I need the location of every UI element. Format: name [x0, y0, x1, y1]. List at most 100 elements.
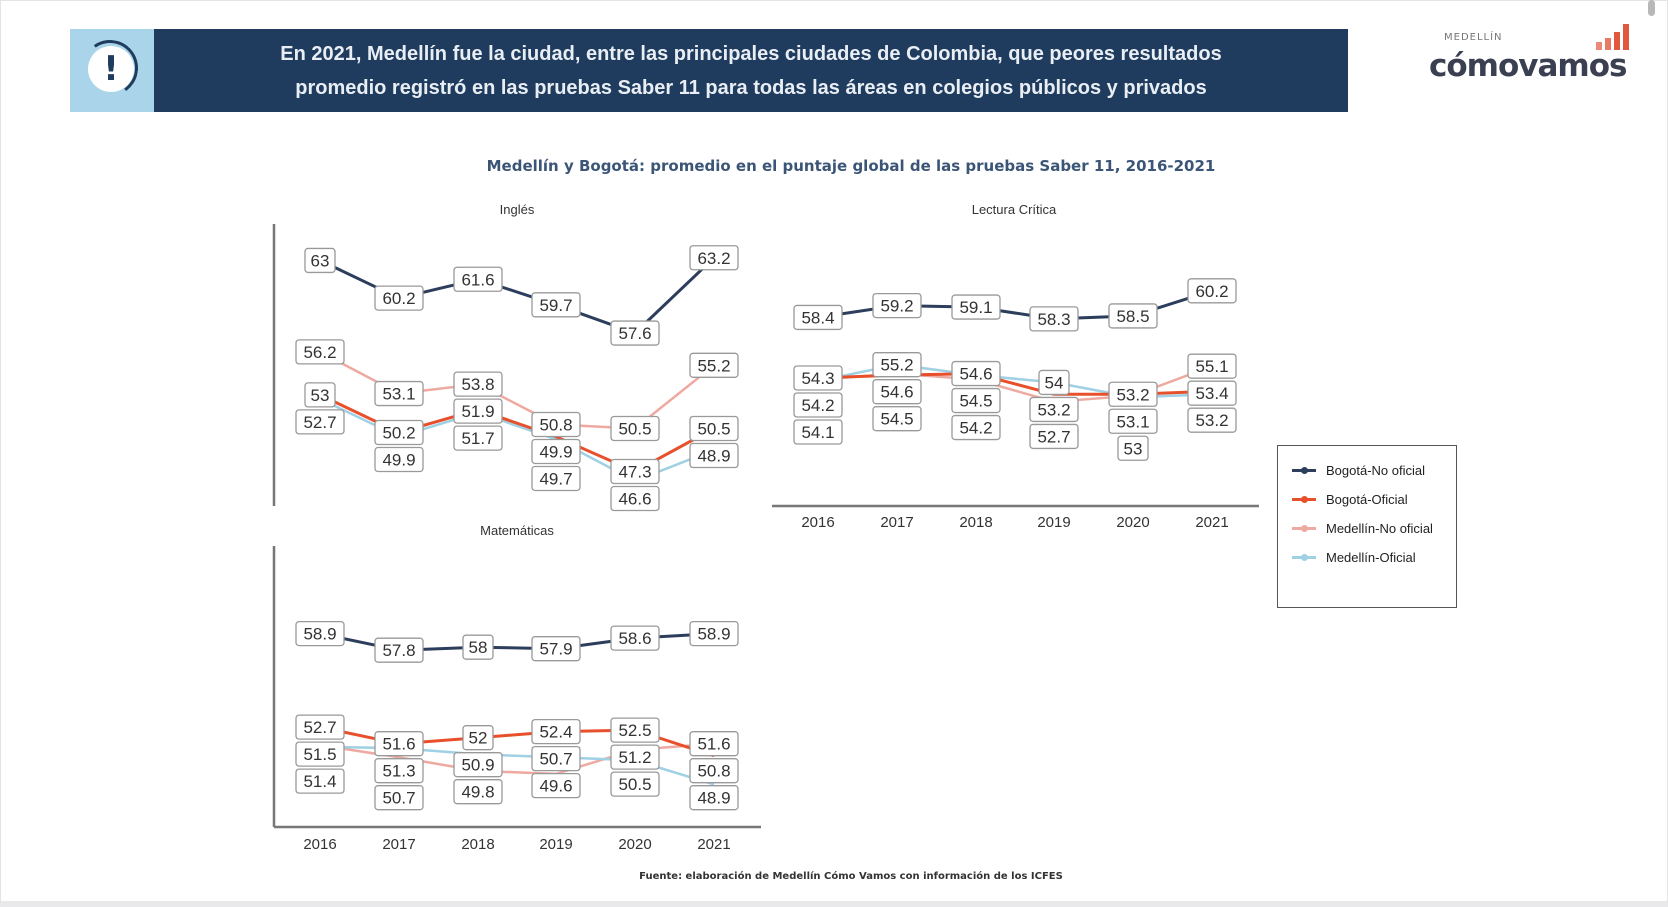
data-label-text: 50.8: [539, 415, 572, 434]
data-label-text: 53.1: [382, 385, 415, 404]
data-label-box: [610, 625, 660, 651]
data-label-text: 55.2: [880, 356, 913, 375]
exclamation-icon: !: [88, 46, 134, 92]
data-label-text: 54.5: [959, 392, 992, 411]
data-label: 63.2: [689, 245, 739, 271]
data-label-text: 50.2: [382, 424, 415, 443]
data-label: 58.6: [610, 625, 660, 651]
data-label-box: [295, 620, 345, 647]
data-label-box: [951, 387, 1001, 414]
legend: Bogotá-No oficial Bogotá-Oficial Medellí…: [1277, 445, 1457, 608]
x-tick-label: 2021: [1195, 514, 1228, 531]
data-label: 51.6: [374, 731, 424, 757]
data-label-text: 53.8: [461, 375, 494, 394]
data-label-box: [453, 398, 503, 424]
data-label-box: [793, 365, 843, 391]
vertical-scrollbar[interactable]: [1648, 0, 1655, 16]
data-label-box: [1187, 380, 1237, 406]
data-label-box: [793, 419, 843, 445]
data-label-text: 58.5: [1116, 307, 1149, 326]
data-label-text: 55.2: [697, 356, 730, 375]
data-label-box: [531, 772, 581, 799]
data-label-box: [793, 392, 843, 418]
data-label: 52.7: [295, 714, 345, 740]
data-label: 51.4: [295, 768, 345, 794]
data-label-box: [951, 294, 1001, 320]
data-label-box: [689, 442, 739, 469]
data-label-text: 52.4: [539, 723, 572, 742]
data-label: 60.2: [374, 285, 424, 311]
data-label-text: 54.2: [801, 396, 834, 415]
data-label: 49.9: [374, 446, 424, 473]
data-label-box: [531, 718, 581, 745]
data-label: 51.5: [295, 741, 345, 767]
data-label-text: 50.9: [461, 756, 494, 775]
data-label-text: 60.2: [1195, 282, 1228, 301]
data-label-text: 52.7: [303, 413, 336, 432]
data-label: 49.9: [531, 438, 581, 465]
data-label-text: 49.7: [539, 469, 572, 488]
data-label: 48.9: [689, 442, 739, 469]
legend-label: Bogotá-No oficial: [1326, 462, 1425, 478]
data-label: 54.2: [793, 392, 843, 418]
data-label: 46.6: [610, 485, 660, 512]
data-label-text: 57.9: [539, 640, 572, 659]
data-label: 50.8: [531, 411, 581, 438]
data-label-text: 49.9: [382, 451, 415, 470]
data-label-text: 53.1: [1116, 412, 1149, 431]
x-tick-label: 2019: [1037, 514, 1070, 531]
data-label-text: 50.7: [382, 789, 415, 808]
data-label-box: [453, 779, 503, 805]
data-label-text: 63: [311, 251, 330, 270]
data-label: 52: [462, 725, 494, 751]
data-label: 50.9: [453, 752, 503, 778]
data-label-text: 50.5: [697, 420, 730, 439]
data-label-box: [374, 731, 424, 757]
data-label-box: [374, 285, 424, 311]
data-label-text: 52: [469, 729, 488, 748]
data-label-text: 52.5: [618, 721, 651, 740]
source-footnote: Fuente: elaboración de Medellín Cómo Vam…: [639, 871, 1063, 882]
data-label-text: 51.4: [303, 772, 336, 791]
data-label-text: 60.2: [382, 289, 415, 308]
data-label: 53.1: [374, 380, 424, 407]
data-label-text: 53: [1124, 439, 1143, 458]
chart-panel-1: Lectura Crítica 2016 2017 2018 2019 2020 2021 5…: [772, 202, 1259, 531]
panel-title: Inglés: [500, 202, 535, 217]
data-label-text: 56.2: [303, 343, 336, 362]
data-label-text: 54.5: [880, 410, 913, 429]
data-label-text: 50.8: [697, 762, 730, 781]
data-label-box: [374, 446, 424, 473]
data-label-text: 53: [311, 386, 330, 405]
data-label-box: [610, 717, 660, 743]
data-label: 51.6: [689, 731, 739, 757]
alert-icon-box: !: [70, 29, 154, 112]
data-label-box: [374, 758, 424, 784]
data-label-box: [1108, 303, 1158, 329]
data-label: 53: [1117, 435, 1149, 461]
data-label: 59.7: [531, 292, 581, 318]
data-label: 55.2: [689, 352, 739, 378]
data-label: 54.2: [951, 414, 1001, 441]
data-label-text: 48.9: [697, 447, 730, 466]
data-label: 50.5: [610, 415, 660, 442]
data-label-box: [374, 380, 424, 407]
legend-item-bogota-no-oficial: Bogotá-No oficial: [1292, 462, 1425, 478]
data-label: 50.8: [689, 758, 739, 784]
data-label-box: [531, 292, 581, 318]
data-label-box: [462, 725, 494, 751]
data-label-text: 46.6: [618, 490, 651, 509]
data-label-text: 51.2: [618, 748, 651, 767]
headline-text: En 2021, Medellín fue la ciudad, entre l…: [154, 29, 1348, 112]
data-label: 53: [304, 382, 336, 408]
data-label-box: [531, 411, 581, 438]
data-label: 52.4: [531, 718, 581, 745]
data-label: 49.7: [531, 465, 581, 492]
data-label-box: [610, 744, 660, 770]
x-tick-label: 2017: [382, 836, 415, 853]
legend-swatch: [1292, 466, 1316, 474]
data-label-box: [1187, 353, 1237, 379]
data-label: 53.2: [1029, 396, 1079, 423]
data-label-box: [531, 465, 581, 492]
data-label-text: 54.6: [880, 383, 913, 402]
